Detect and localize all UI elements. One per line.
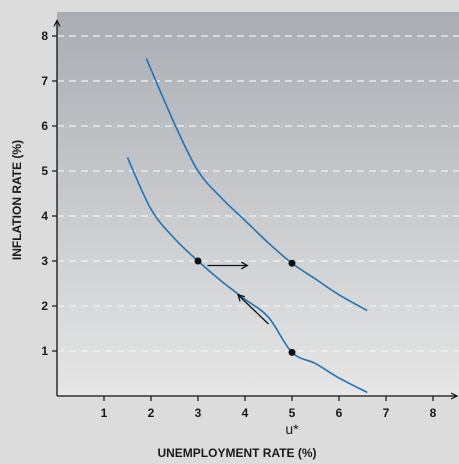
movement-arrow [207, 261, 249, 270]
y-tick-label: 4 [41, 209, 48, 223]
phillips-curve-1 [126, 157, 368, 394]
x-tick-label: 4 [242, 406, 249, 420]
x-tick-label: 2 [148, 406, 155, 420]
y-tick-label: 8 [41, 29, 48, 43]
gridlines [57, 35, 459, 352]
y-tick-label: 2 [41, 299, 48, 313]
x-tick-label: 6 [336, 406, 343, 420]
x-tick-label: 7 [383, 406, 390, 420]
axes [53, 19, 459, 400]
phillips-curve-2 [145, 58, 368, 312]
y-axis-title: INFLATION RATE (%) [10, 140, 24, 260]
data-point [194, 257, 202, 265]
x-tick-label: 1 [101, 406, 108, 420]
phillips-curves [126, 58, 368, 394]
plot-background [57, 12, 459, 396]
y-tick-label: 1 [41, 344, 48, 358]
arrow-head [240, 261, 249, 270]
arrow-shaft [237, 294, 269, 325]
x-axis-arrowhead [450, 392, 459, 400]
data-point [288, 259, 296, 267]
y-tick-label: 5 [41, 164, 48, 178]
natural-rate-label: u* [285, 421, 299, 437]
y-axis-arrowhead [53, 19, 61, 27]
y-tick-label: 6 [41, 119, 48, 133]
x-tick-label: 8 [430, 406, 437, 420]
movement-arrows [207, 261, 269, 325]
x-tick-label: 3 [195, 406, 202, 420]
y-tick-label: 3 [41, 254, 48, 268]
y-tick-label: 7 [41, 74, 48, 88]
x-axis-title: UNEMPLOYMENT RATE (%) [157, 446, 316, 460]
data-point [288, 348, 296, 356]
tick-labels: 1 2 3 4 5 6 7 8 1 2 3 4 5 6 7 8 [41, 29, 436, 420]
arrow-head [237, 293, 245, 302]
x-tick-label: 5 [289, 406, 296, 420]
data-points [194, 257, 296, 356]
movement-arrow [237, 293, 269, 325]
